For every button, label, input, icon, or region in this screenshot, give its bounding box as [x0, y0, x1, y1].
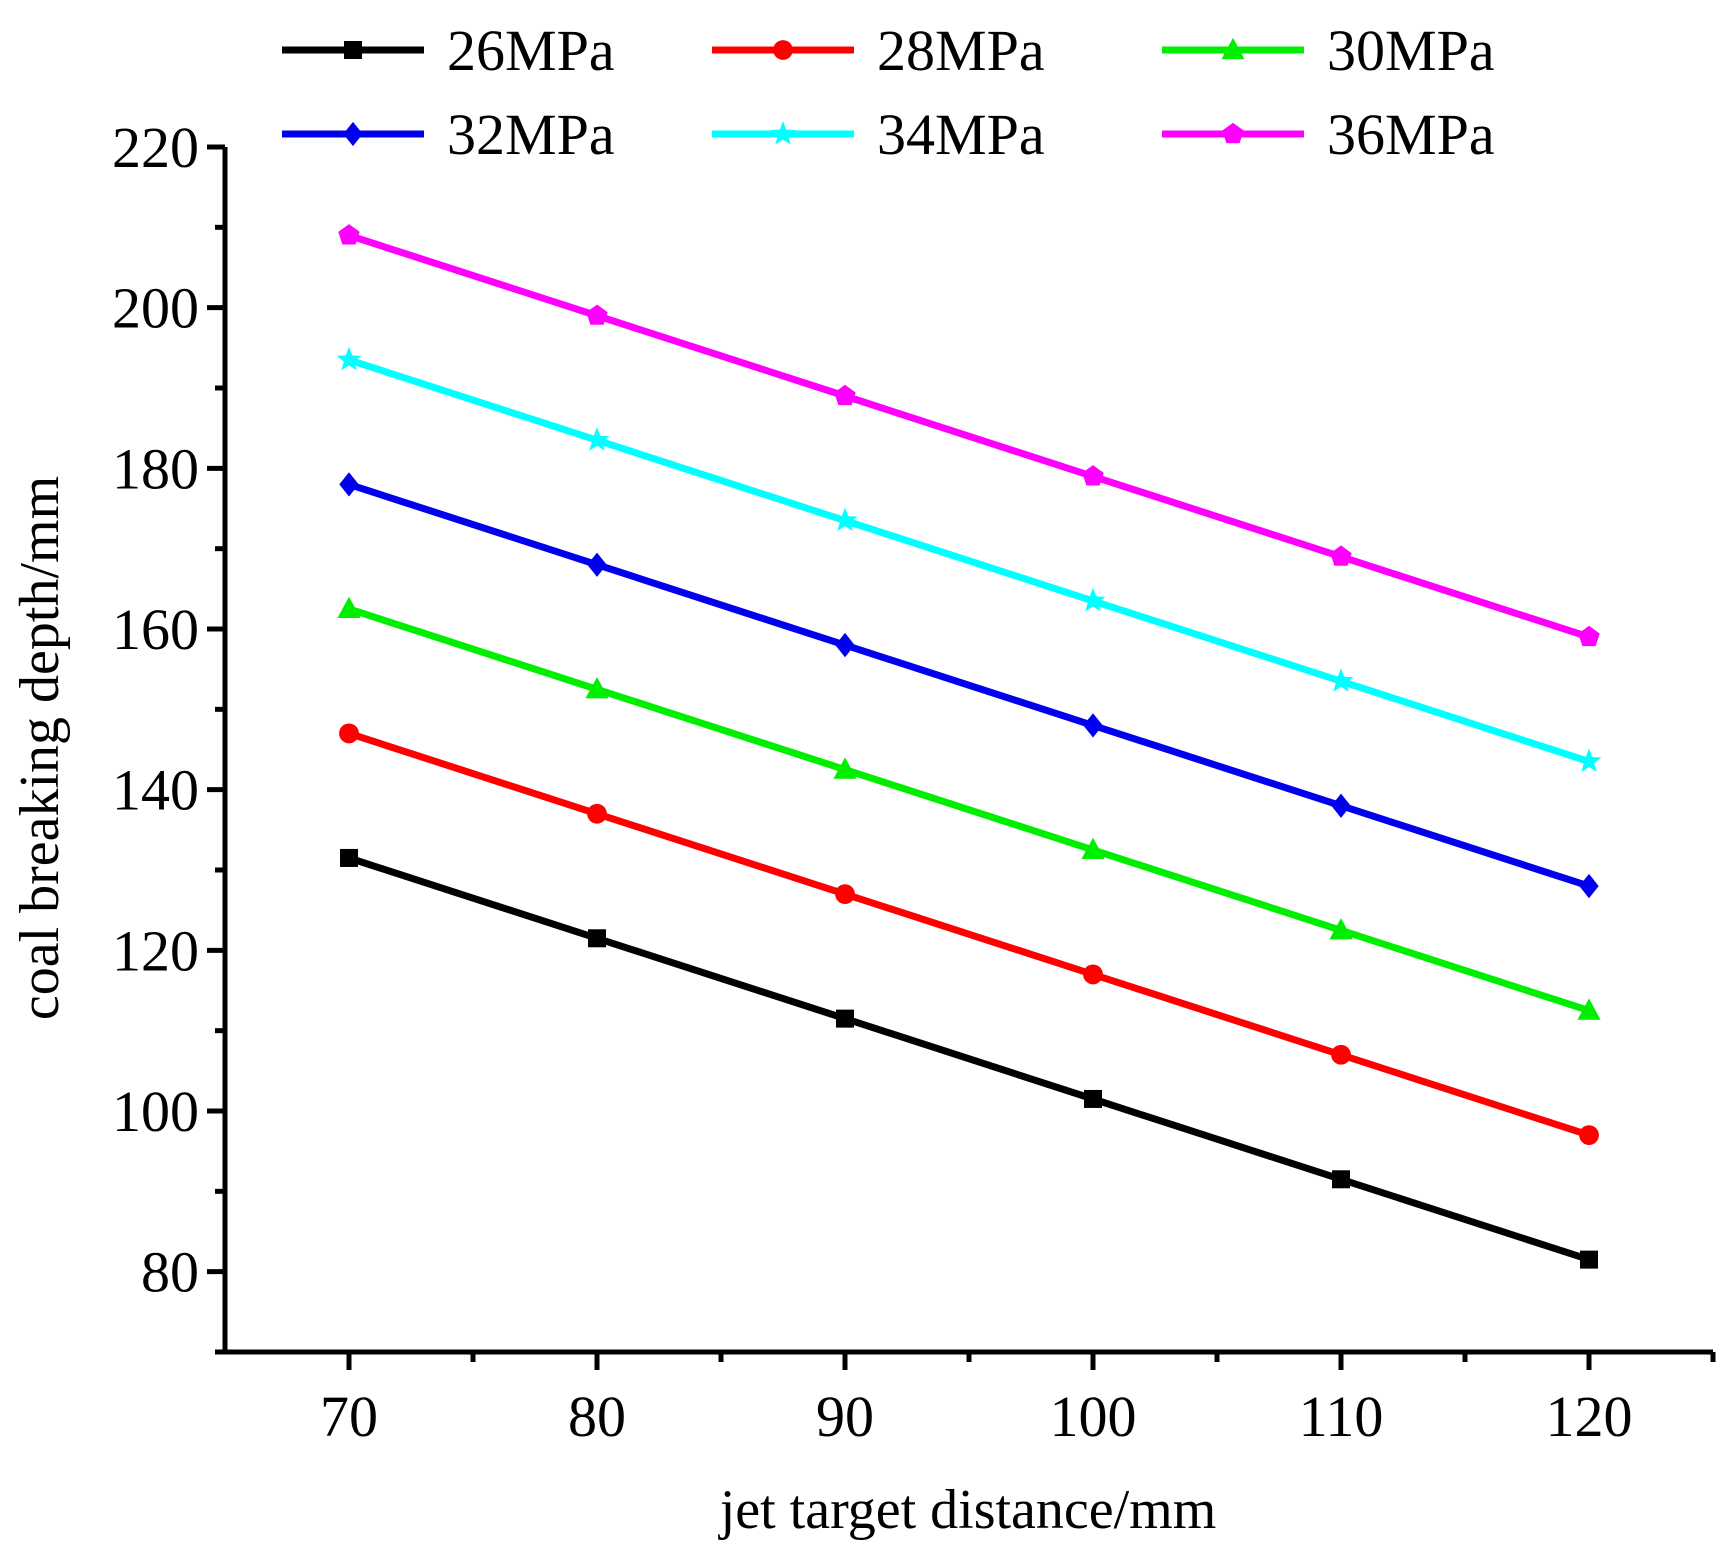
legend: 26MPa 28MPa 30MPa 32MPa 34MPa 36MPa [282, 18, 1495, 167]
data-point-32MPa-100 [1083, 713, 1103, 738]
legend-marker-26MPa [344, 41, 362, 59]
legend-item-32MPa: 32MPa [282, 102, 615, 167]
legend-marker-30MPa [1221, 37, 1245, 60]
data-point-34MPa-120 [1576, 748, 1602, 773]
x-tick-label-120: 120 [1546, 1384, 1633, 1449]
x-tick-label-110: 110 [1299, 1384, 1384, 1449]
legend-label-26MPa: 26MPa [447, 18, 615, 83]
data-point-26MPa-90 [836, 1009, 854, 1028]
data-point-30MPa-110 [1329, 918, 1353, 940]
data-point-28MPa-90 [835, 884, 855, 904]
data-point-34MPa-110 [1328, 668, 1354, 692]
y-axis-title: coal breaking depth/mm [9, 476, 71, 1020]
series-line-26MPa [347, 854, 1591, 1263]
data-point-32MPa-70 [339, 472, 359, 497]
series-28MPa [339, 723, 1599, 1145]
data-point-28MPa-70 [339, 723, 359, 744]
data-point-30MPa-90 [833, 757, 857, 779]
data-point-32MPa-90 [835, 632, 855, 658]
legend-item-26MPa: 26MPa [282, 18, 615, 83]
data-point-30MPa-100 [1081, 837, 1105, 860]
data-point-26MPa-80 [588, 929, 606, 948]
legend-item-28MPa: 28MPa [712, 18, 1045, 83]
data-point-36MPa-120 [1578, 625, 1600, 647]
series-line-30MPa [347, 605, 1591, 1014]
legend-item-36MPa: 36MPa [1162, 102, 1495, 167]
legend-label-30MPa: 30MPa [1327, 18, 1495, 83]
y-tick-label-180: 180 [112, 436, 199, 501]
data-point-34MPa-90 [832, 507, 858, 532]
series-layer [336, 224, 1602, 1269]
legend-label-34MPa: 34MPa [877, 102, 1045, 167]
y-tick-label-140: 140 [112, 758, 199, 823]
legend-item-34MPa: 34MPa [712, 102, 1045, 167]
legend-label-36MPa: 36MPa [1327, 102, 1495, 167]
legend-marker-36MPa [1222, 122, 1244, 144]
x-tick-label-90: 90 [816, 1384, 874, 1449]
legend-marker-34MPa [770, 121, 796, 145]
data-point-36MPa-80 [586, 304, 608, 325]
data-point-36MPa-70 [338, 224, 360, 245]
x-tick-label-80: 80 [568, 1384, 626, 1449]
data-point-34MPa-70 [336, 346, 362, 371]
series-30MPa [337, 596, 1601, 1020]
series-line-36MPa [347, 232, 1591, 641]
data-point-30MPa-80 [585, 677, 609, 699]
data-point-28MPa-120 [1579, 1125, 1599, 1145]
series-32MPa [339, 472, 1599, 899]
data-point-30MPa-70 [337, 596, 361, 619]
series-26MPa [340, 848, 1598, 1269]
x-tick-label-70: 70 [320, 1384, 378, 1449]
data-point-34MPa-80 [584, 427, 610, 451]
series-line-32MPa [347, 481, 1591, 890]
x-axis-title: jet target distance/mm [718, 1479, 1217, 1541]
data-point-30MPa-120 [1577, 998, 1601, 1020]
data-point-34MPa-100 [1080, 587, 1106, 612]
data-point-32MPa-80 [587, 552, 607, 577]
data-point-26MPa-110 [1332, 1170, 1350, 1189]
y-tick-label-80: 80 [141, 1240, 199, 1305]
series-line-28MPa [347, 730, 1591, 1139]
axes: 80 100 120 140 160 180 200 220 70 80 90 100 110 120 [112, 115, 1716, 1449]
y-tick-label-200: 200 [112, 276, 199, 341]
data-point-26MPa-100 [1084, 1089, 1102, 1108]
data-point-32MPa-120 [1579, 873, 1599, 899]
legend-item-30MPa: 30MPa [1162, 18, 1495, 83]
y-tick-label-100: 100 [112, 1079, 199, 1144]
y-tick-label-220: 220 [112, 115, 199, 180]
y-tick-label-160: 160 [112, 597, 199, 662]
legend-label-28MPa: 28MPa [877, 18, 1045, 83]
data-point-26MPa-70 [340, 848, 358, 867]
x-tick-label-100: 100 [1050, 1384, 1137, 1449]
series-line-34MPa [347, 356, 1591, 765]
y-tick-label-120: 120 [112, 918, 199, 983]
data-point-28MPa-100 [1083, 964, 1103, 985]
data-point-28MPa-80 [587, 803, 607, 824]
series-34MPa [336, 346, 1602, 773]
legend-marker-28MPa [773, 40, 793, 60]
legend-label-32MPa: 32MPa [447, 102, 615, 167]
data-point-32MPa-110 [1331, 793, 1351, 818]
data-point-28MPa-110 [1331, 1044, 1351, 1065]
data-point-36MPa-110 [1330, 545, 1352, 566]
data-point-26MPa-120 [1580, 1250, 1598, 1269]
data-point-36MPa-100 [1082, 465, 1104, 486]
data-point-36MPa-90 [834, 384, 856, 406]
legend-marker-32MPa [343, 121, 363, 147]
series-36MPa [338, 224, 1600, 647]
